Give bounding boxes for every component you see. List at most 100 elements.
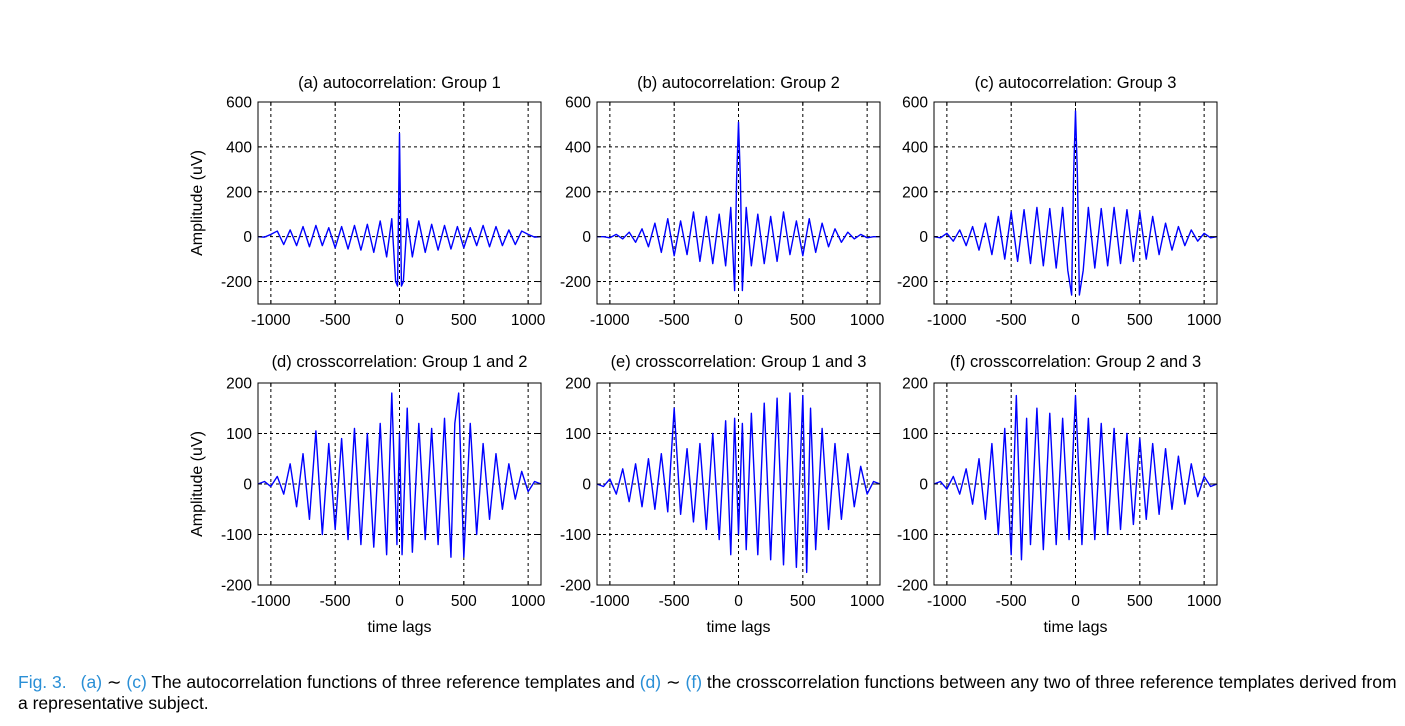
ref-f: (f) [685,672,703,692]
panel-c: (c) autocorrelation: Group 3 -1000 -500 0 5… [897,74,1222,329]
x-tick-label: -1000 [927,312,967,329]
panel-title: (b) autocorrelation: Group 2 [637,74,840,92]
x-axis-label: time lags [1043,619,1107,636]
x-tick-label: -1000 [251,593,291,610]
series-line [933,110,1218,296]
y-axis-label: Amplitude (uV) [189,150,206,256]
x-axis-label: time lags [367,619,431,636]
panel-a: (a) autocorrelation: Group 1 Amplitude (… [189,74,546,329]
x-tick-label: 0 [1071,593,1080,610]
panel-title: (c) autocorrelation: Group 3 [975,74,1177,92]
plot-area: -1000 -500 0 500 1000 -200 0 200 400 600 [221,95,546,330]
y-axis-label: Amplitude (uV) [189,431,206,537]
x-tick-label: 0 [734,593,743,610]
x-tick-label: -1000 [927,593,967,610]
panel-title: (e) crosscorrelation: Group 1 and 3 [611,353,867,371]
x-tick-label: 0 [395,312,404,329]
x-tick-label: 500 [790,593,816,610]
y-tick-label: 600 [565,95,591,112]
y-tick-label: -200 [897,578,928,595]
y-tick-label: 400 [902,139,928,156]
x-tick-label: -500 [659,593,690,610]
caption-sim-1: ∼ [102,672,127,692]
panel-e: (e) crosscorrelation: Group 1 and 3 time… [560,353,885,636]
series-line [257,132,542,287]
y-tick-label: 400 [226,139,252,156]
y-tick-label: 200 [565,376,591,393]
x-tick-label: 1000 [511,312,546,329]
y-tick-label: 400 [565,139,591,156]
x-tick-label: 500 [451,312,477,329]
series-line [597,121,880,292]
panel-d: (d) crosscorrelation: Group 1 and 2 Ampl… [189,353,546,636]
y-tick-label: 200 [226,184,252,201]
x-tick-label: -500 [320,593,351,610]
x-axis-label: time lags [706,619,770,636]
x-tick-label: 0 [395,593,404,610]
x-tick-label: 500 [1127,593,1153,610]
y-tick-label: 0 [919,477,928,494]
figure-label: Fig. 3. [18,672,67,692]
series-line [596,392,881,574]
y-tick-label: -200 [560,578,591,595]
panel-f: (f) crosscorrelation: Group 2 and 3 time… [897,353,1222,636]
y-tick-label: 0 [582,229,591,246]
x-tick-label: 0 [734,312,743,329]
x-tick-label: 1000 [511,593,546,610]
y-tick-label: -200 [560,274,591,291]
x-tick-label: -1000 [590,593,630,610]
y-tick-label: 0 [243,477,252,494]
x-tick-label: 1000 [1187,593,1222,610]
x-tick-label: 500 [790,312,816,329]
series-line [257,392,542,558]
figure: (a) autocorrelation: Group 1 Amplitude (… [189,74,1222,636]
y-tick-label: -100 [897,527,928,544]
y-tick-label: 200 [565,184,591,201]
y-tick-label: -200 [897,274,928,291]
x-tick-label: 1000 [1187,312,1222,329]
y-tick-label: 200 [902,184,928,201]
y-tick-label: 0 [243,229,252,246]
x-tick-label: 500 [1127,312,1153,329]
y-tick-label: 600 [902,95,928,112]
plot-area: -1000 -500 0 500 1000 -200 0 200 400 600 [560,95,885,330]
plot-area: -1000 -500 0 500 1000 -200 0 200 400 600 [897,95,1222,330]
x-tick-label: 0 [1071,312,1080,329]
y-tick-label: -100 [221,527,252,544]
y-tick-label: -100 [560,527,591,544]
ref-a: (a) [80,672,103,692]
x-tick-label: -500 [996,593,1027,610]
panel-b: (b) autocorrelation: Group 2 -1000 -500 0 5… [560,74,885,329]
x-tick-label: 500 [451,593,477,610]
y-tick-label: -200 [221,578,252,595]
y-tick-label: 200 [902,376,928,393]
x-tick-label: -500 [659,312,690,329]
figure-caption: Fig. 3. (a) ∼ (c) The autocorrelation fun… [18,672,1398,714]
ref-d: (d) [639,672,662,692]
x-tick-label: -500 [320,312,351,329]
x-tick-label: -1000 [251,312,291,329]
x-tick-label: -1000 [590,312,630,329]
caption-text-1: The autocorrelation functions of three r… [146,672,640,692]
y-tick-label: 100 [565,426,591,443]
series-line [933,394,1218,561]
ref-c: (c) [126,672,147,692]
y-tick-label: 0 [582,477,591,494]
x-tick-label: 1000 [850,312,885,329]
caption-text-2: the crosscorrelation functions between a… [18,672,1397,713]
y-tick-label: 600 [226,95,252,112]
panel-title: (a) autocorrelation: Group 1 [298,74,501,92]
panel-title: (f) crosscorrelation: Group 2 and 3 [950,353,1201,371]
y-tick-label: 200 [226,376,252,393]
x-tick-label: 1000 [850,593,885,610]
y-tick-label: -200 [221,274,252,291]
caption-sim-2: ∼ [661,672,686,692]
y-tick-label: 0 [919,229,928,246]
panel-title: (d) crosscorrelation: Group 1 and 2 [272,353,528,371]
y-tick-label: 100 [902,426,928,443]
y-tick-label: 100 [226,426,252,443]
x-tick-label: -500 [996,312,1027,329]
